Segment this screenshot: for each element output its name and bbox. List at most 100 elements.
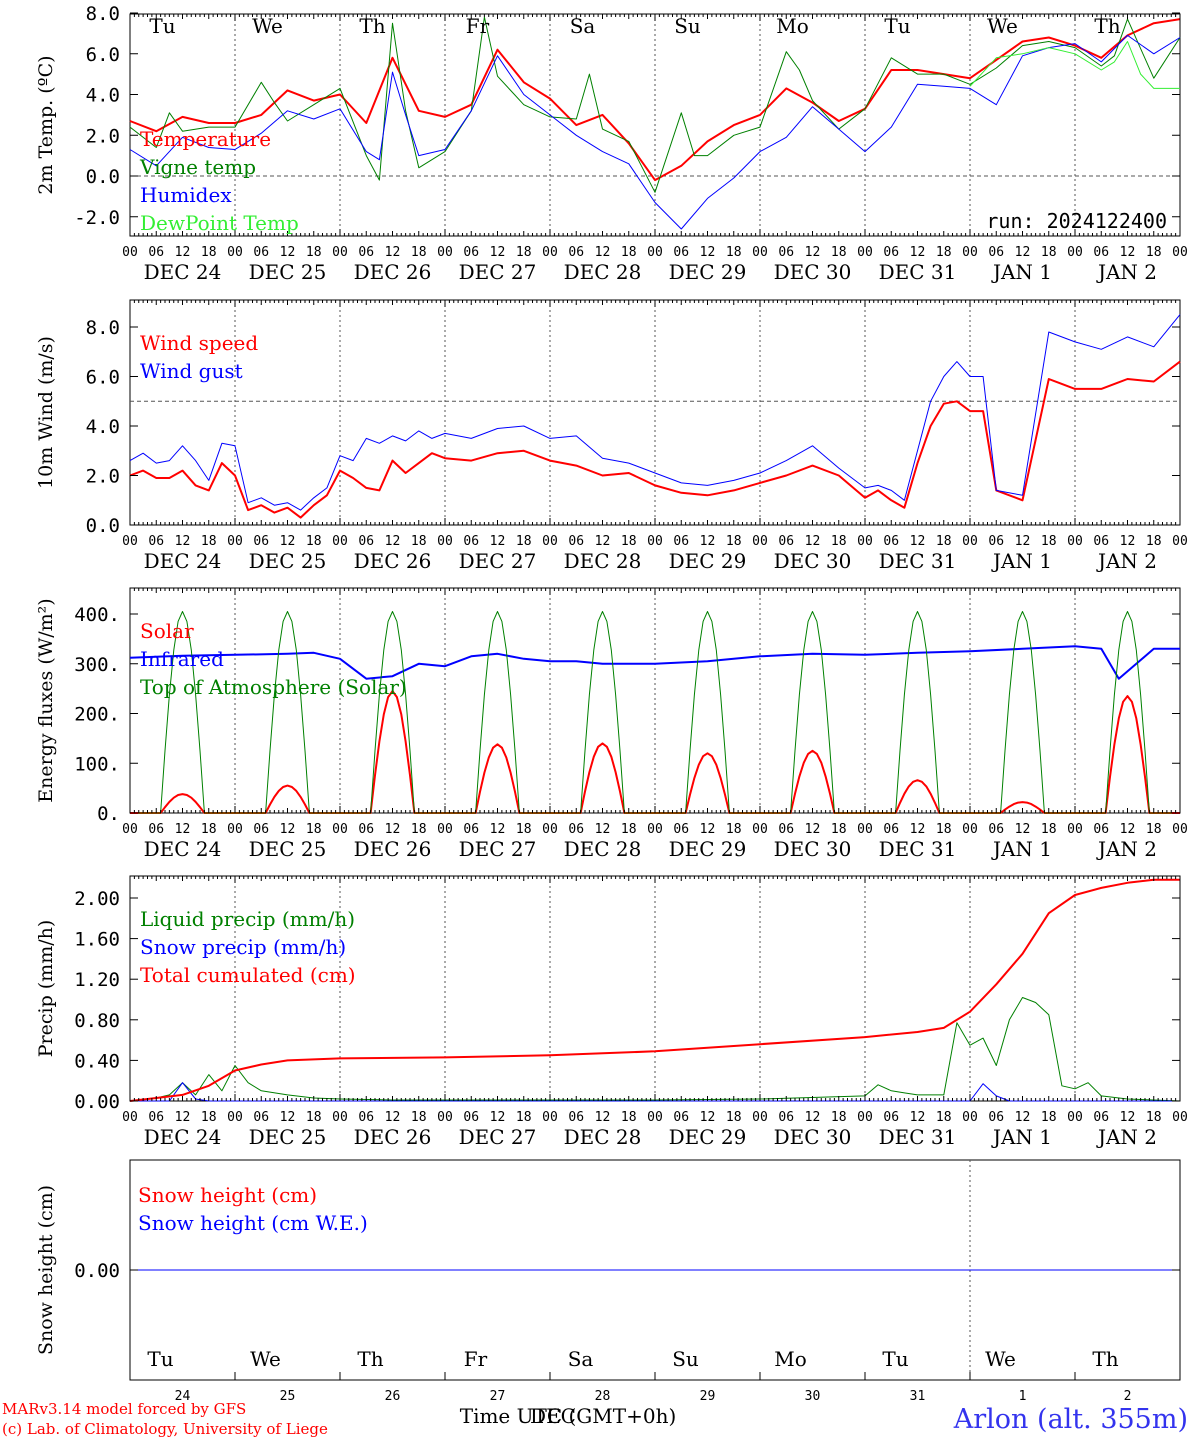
hour-tick-label: 00 — [332, 534, 348, 549]
date-label: DEC 24 — [144, 837, 222, 861]
hour-tick-label: 12 — [385, 245, 401, 260]
y-axis-label: Energy fluxes (W/m²) — [35, 598, 57, 802]
hour-tick-label: 00 — [1172, 245, 1188, 260]
hour-tick-label: 00 — [1067, 534, 1083, 549]
hour-tick-label: 12 — [280, 534, 296, 549]
day-number-label: 31 — [910, 1389, 926, 1404]
hour-tick-label: 00 — [122, 1110, 138, 1125]
hour-tick-label: 18 — [1146, 534, 1162, 549]
hour-tick-label: 06 — [883, 822, 899, 837]
hour-tick-label: 00 — [752, 245, 768, 260]
day-number-label: 2 — [1124, 1389, 1132, 1404]
hour-tick-label: 06 — [988, 822, 1004, 837]
y-tick-label: 8.0 — [86, 317, 120, 339]
y-tick-label: 2.00 — [74, 888, 120, 910]
hour-tick-label: 12 — [280, 245, 296, 260]
hour-tick-label: 00 — [542, 245, 558, 260]
hour-tick-label: 18 — [411, 1110, 427, 1125]
hour-tick-label: 18 — [201, 822, 217, 837]
date-label: JAN 2 — [1096, 260, 1157, 284]
hour-tick-label: 06 — [568, 1110, 584, 1125]
hour-tick-label: 12 — [490, 822, 506, 837]
date-label: DEC 26 — [354, 549, 432, 573]
y-axis-label: Snow height (cm) — [35, 1185, 57, 1355]
day-name-top: Th — [359, 14, 385, 38]
date-label: DEC 24 — [144, 549, 222, 573]
hour-tick-label: 06 — [358, 822, 374, 837]
y-tick-label: 6.0 — [86, 367, 120, 389]
day-number-label: 1 — [1019, 1389, 1027, 1404]
hour-tick-label: 12 — [805, 822, 821, 837]
date-label: DEC 26 — [354, 260, 432, 284]
hour-tick-label: 12 — [595, 534, 611, 549]
hour-tick-label: 18 — [1041, 822, 1057, 837]
y-tick-label: 1.60 — [74, 929, 120, 951]
hour-tick-label: 12 — [805, 534, 821, 549]
hour-tick-label: 18 — [516, 1110, 532, 1125]
hour-tick-label: 00 — [1067, 245, 1083, 260]
series-line-temperature — [129, 18, 1181, 182]
legend-entry: Wind speed — [140, 331, 258, 355]
hour-tick-label: 00 — [857, 822, 873, 837]
hour-tick-label: 12 — [910, 534, 926, 549]
hour-tick-label: 18 — [936, 245, 952, 260]
hour-tick-label: 00 — [1067, 1110, 1083, 1125]
day-name-bottom: Fr — [464, 1347, 488, 1371]
run-label: run: 2024122400 — [986, 209, 1167, 233]
hour-tick-label: 18 — [621, 822, 637, 837]
day-name-bottom: We — [250, 1347, 281, 1371]
hour-tick-label: 00 — [752, 1110, 768, 1125]
date-label: DEC 25 — [249, 1125, 327, 1149]
date-label: JAN 1 — [991, 260, 1052, 284]
legend-entry: Wind gust — [140, 359, 243, 383]
hour-tick-label: 12 — [595, 245, 611, 260]
hour-tick-label: 06 — [1093, 822, 1109, 837]
hour-tick-label: 06 — [778, 534, 794, 549]
hour-tick-label: 18 — [726, 245, 742, 260]
y-tick-label: 300. — [74, 654, 120, 676]
hour-tick-label: 06 — [673, 1110, 689, 1125]
y-tick-label: 1.20 — [74, 969, 120, 991]
day-name-bottom: We — [985, 1347, 1016, 1371]
day-name-top: Tu — [884, 14, 910, 38]
legend-entry: Temperature — [140, 127, 271, 151]
hour-tick-label: 06 — [673, 534, 689, 549]
hour-tick-label: 18 — [516, 822, 532, 837]
hour-tick-label: 18 — [831, 245, 847, 260]
hour-tick-label: 06 — [148, 822, 164, 837]
hour-tick-label: 06 — [358, 534, 374, 549]
hour-tick-label: 18 — [621, 534, 637, 549]
hour-tick-label: 06 — [148, 1110, 164, 1125]
date-label: DEC 31 — [879, 260, 957, 284]
hour-tick-label: 12 — [700, 534, 716, 549]
credit-line-2: (c) Lab. of Climatology, University of L… — [2, 1420, 328, 1438]
y-tick-label: 200. — [74, 704, 120, 726]
series-line-liquid-precip-mm-h — [129, 997, 1181, 1102]
hour-tick-label: 12 — [700, 245, 716, 260]
hour-tick-label: 06 — [883, 1110, 899, 1125]
legend-entry: Snow height (cm W.E.) — [138, 1211, 368, 1235]
hour-tick-label: 18 — [201, 1110, 217, 1125]
day-name-bottom: Su — [672, 1347, 699, 1371]
hour-tick-label: 06 — [883, 534, 899, 549]
date-label: DEC 31 — [879, 549, 957, 573]
legend-entry: Snow height (cm) — [138, 1183, 317, 1207]
hour-tick-label: 12 — [700, 822, 716, 837]
time-axis-label: Time UTC (GMT+0h) — [460, 1404, 677, 1428]
y-tick-label: 0.0 — [86, 515, 120, 537]
y-tick-label: 2.0 — [86, 125, 120, 147]
hour-tick-label: 18 — [936, 1110, 952, 1125]
y-axis-label: Precip (mm/h) — [35, 920, 57, 1058]
hour-tick-label: 00 — [857, 534, 873, 549]
legend-entry: Humidex — [140, 183, 232, 207]
date-label: DEC 24 — [144, 260, 222, 284]
y-tick-label: 0.0 — [86, 166, 120, 188]
hour-tick-label: 18 — [411, 245, 427, 260]
date-label: DEC 25 — [249, 260, 327, 284]
hour-tick-label: 18 — [726, 534, 742, 549]
hour-tick-label: 18 — [1041, 245, 1057, 260]
date-label: DEC 26 — [354, 837, 432, 861]
hour-tick-label: 18 — [1146, 822, 1162, 837]
hour-tick-label: 00 — [332, 1110, 348, 1125]
